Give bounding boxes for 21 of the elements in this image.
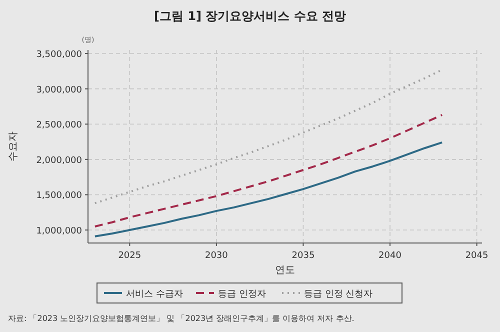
text: 자료: 「2023 노인장기요양보험통계연보」 및 「2023년 장래인구추계」를 이용하여 저자 추산. [8, 314, 354, 323]
x-axis-title: 연도 [275, 265, 295, 276]
x-tick-label: 2035 [292, 251, 315, 261]
x-tick-label: 2025 [118, 251, 142, 261]
y-tick-label: 1,500,000 [36, 191, 82, 202]
line-series [94, 141, 444, 238]
y-tick-label: 1,000,000 [36, 226, 82, 237]
y-tick-label: 2,000,000 [36, 156, 82, 166]
legend-label: 등급 인정자 [218, 290, 266, 300]
y-tick-label: 3,000,000 [36, 85, 82, 96]
line-series [94, 68, 444, 204]
y-tick-label: 3,500,000 [36, 50, 82, 60]
y-axis-title: 수요자 [8, 132, 19, 162]
chart-title: [그림 1] 장기요양서비스 수요 전망 [154, 9, 346, 23]
x-tick-label: 2045 [465, 251, 488, 261]
x-tick-label: 2030 [204, 251, 228, 261]
x-tick-label: 2040 [378, 251, 402, 261]
line-series [94, 114, 444, 228]
y-tick-label: 2,500,000 [36, 120, 82, 131]
legend-label: 서비스 수급자 [126, 290, 183, 300]
legend-label: 등급 인정 신청자 [304, 290, 373, 300]
